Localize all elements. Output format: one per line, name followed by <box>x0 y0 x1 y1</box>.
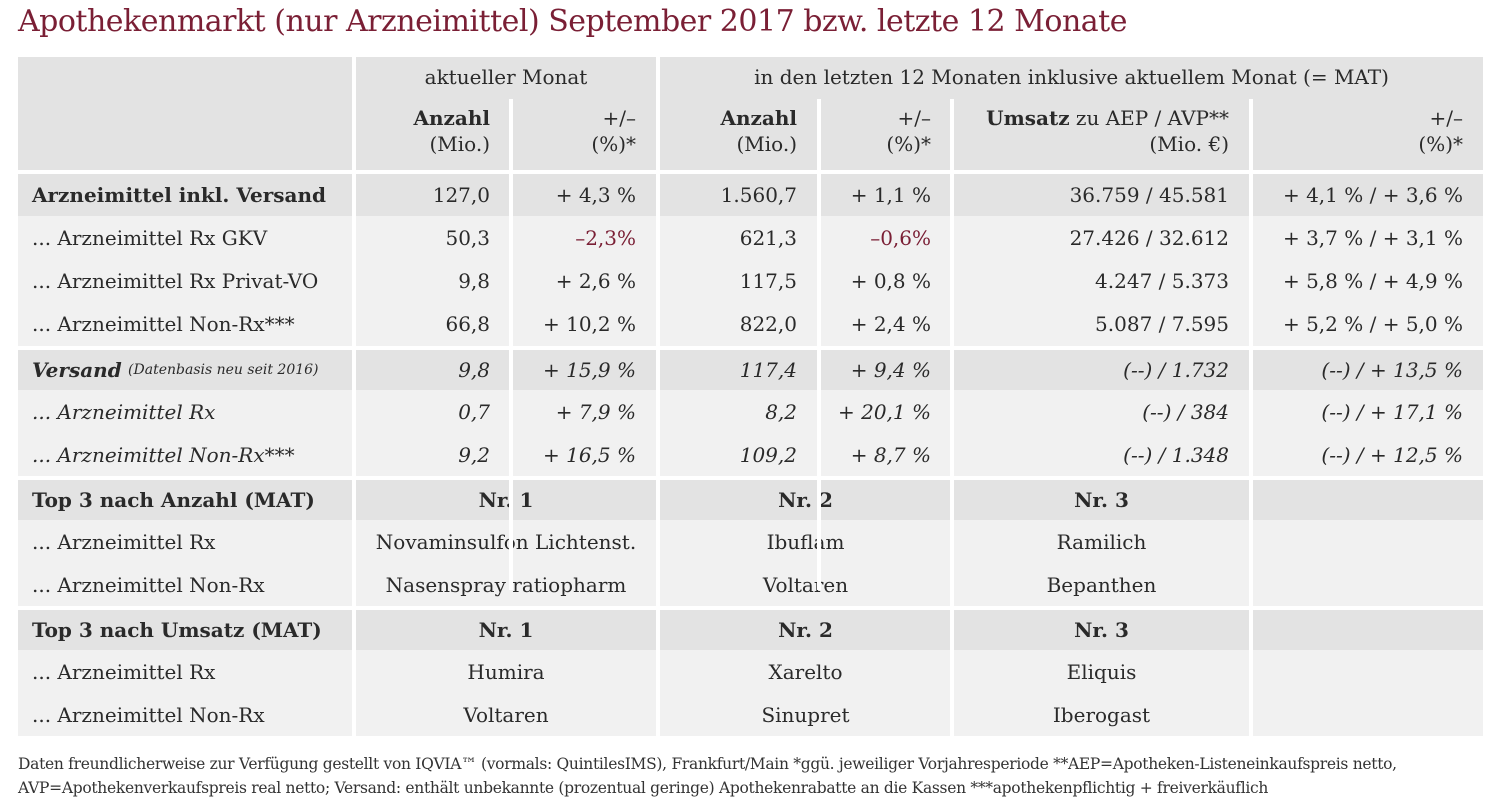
header-pct-umsatz: +/– (%)* <box>1418 106 1463 156</box>
top-anzahl-header: Top 3 nach Anzahl (MAT) Nr. 1 Nr. 2 Nr. … <box>18 480 1483 520</box>
header-anzahl-mat: Anzahl (Mio.) <box>720 106 797 156</box>
top-anzahl-body: ... Arzneimittel Rx Novaminsulfon Lichte… <box>18 520 1483 606</box>
header-pct-current: +/– (%)* <box>591 106 636 156</box>
table-row: ... Arzneimittel Rx Novaminsulfon Lichte… <box>32 529 1147 554</box>
header-pct-mat: +/– (%)* <box>886 106 931 156</box>
header-anzahl-current: Anzahl (Mio.) <box>413 106 490 156</box>
header-umsatz: Umsatz zu AEP / AVP** (Mio. €) <box>986 106 1229 156</box>
table-row: ... Arzneimittel Rx GKV 50,3 –2,3% 621,3… <box>32 225 1463 250</box>
table-row: ... Arzneimittel Rx Humira Xarelto Eliqu… <box>32 659 1137 684</box>
footnote: Daten freundlicherweise zur Verfügung ge… <box>18 755 1397 797</box>
data-table: aktueller Monat in den letzten 12 Monate… <box>18 57 1483 736</box>
table-row: ... Arzneimittel Non-Rx Voltaren Sinupre… <box>32 702 1151 727</box>
table-row: ... Arzneimittel Non-Rx*** 66,8 + 10,2 %… <box>32 312 1463 336</box>
page-title: Apothekenmarkt (nur Arzneimittel) Septem… <box>18 4 1127 39</box>
versand-group: ... Arzneimittel Rx 0,7 + 7,9 % 8,2 + 20… <box>18 390 1483 476</box>
rx-group: ... Arzneimittel Rx GKV 50,3 –2,3% 621,3… <box>18 216 1483 346</box>
table-header: aktueller Monat in den letzten 12 Monate… <box>18 57 1483 170</box>
table-row: ... Arzneimittel Non-Rx*** 9,2 + 16,5 % … <box>32 442 1463 467</box>
group-current-month: aktueller Monat <box>424 65 588 89</box>
table-row: ... Arzneimittel Non-Rx Nasenspray ratio… <box>32 572 1157 597</box>
table-row: Arzneimittel inkl. Versand 127,0 + 4,3 %… <box>18 174 1483 216</box>
top-umsatz-body: ... Arzneimittel Rx Humira Xarelto Eliqu… <box>18 650 1483 736</box>
table-row: Versand (Datenbasis neu seit 2016) 9,8 +… <box>18 350 1483 390</box>
top-umsatz-header: Top 3 nach Umsatz (MAT) Nr. 1 Nr. 2 Nr. … <box>18 610 1483 650</box>
table-row: ... Arzneimittel Rx Privat-VO 9,8 + 2,6 … <box>32 268 1463 293</box>
table-row: ... Arzneimittel Rx 0,7 + 7,9 % 8,2 + 20… <box>32 399 1463 424</box>
group-mat: in den letzten 12 Monaten inklusive aktu… <box>754 65 1389 89</box>
